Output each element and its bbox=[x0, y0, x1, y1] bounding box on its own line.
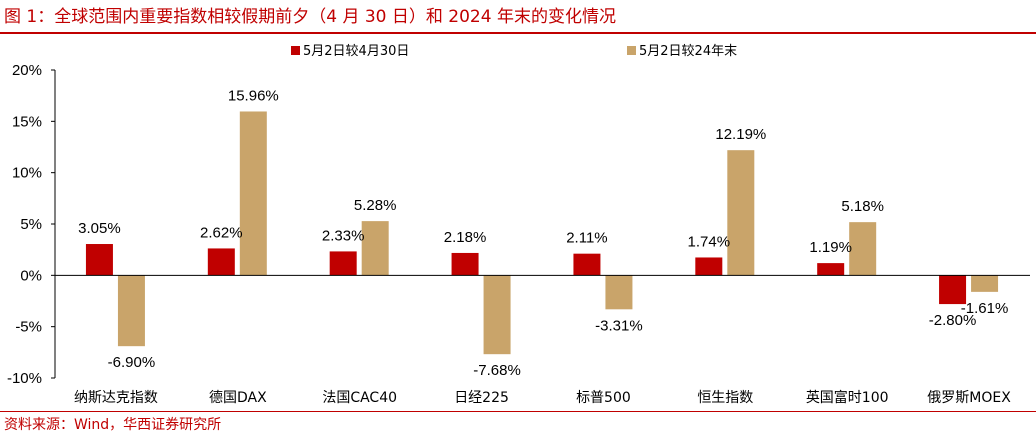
title-divider bbox=[0, 32, 1036, 34]
bar-s2-c7 bbox=[849, 222, 877, 276]
data-label-s1-c4: 2.18% bbox=[444, 229, 487, 246]
data-label-s1-c3: 2.33% bbox=[322, 227, 365, 244]
legend-swatch-1 bbox=[291, 46, 300, 55]
source-divider bbox=[0, 411, 1036, 412]
legend-label-1: 5月2日较4月30日 bbox=[303, 44, 409, 59]
data-label-s2-c4: -7.68% bbox=[473, 362, 521, 379]
bar-s1-c5 bbox=[573, 253, 601, 276]
bar-s1-c4 bbox=[451, 252, 479, 276]
bar-s1-c1 bbox=[85, 244, 113, 276]
value-labels: 3.05% 2.62% 2.33% 2.18% 2.11% 1.74% 1.19% -2.80… bbox=[78, 87, 1008, 379]
figure-title: 图 1：全球范围内重要指数相较假期前夕（4 月 30 日）和 2024 年末的变… bbox=[4, 7, 616, 27]
bar-s2-c3 bbox=[361, 221, 389, 276]
x-category-label: 恒生指数 bbox=[697, 390, 753, 406]
bar-s2-c6 bbox=[727, 150, 755, 276]
bar-s2-c5 bbox=[605, 275, 633, 310]
x-category-label: 纳斯达克指数 bbox=[74, 390, 158, 406]
bar-s2-c4 bbox=[483, 275, 511, 355]
x-category-label: 法国CAC40 bbox=[322, 390, 397, 406]
data-label-s2-c6: 12.19% bbox=[715, 126, 766, 143]
data-label-s1-c5: 2.11% bbox=[566, 230, 607, 247]
bar-s1-c2 bbox=[207, 248, 235, 276]
bar-group bbox=[85, 111, 999, 355]
y-tick-label: 15% bbox=[12, 113, 42, 130]
chart-axes: 20% 15% 10% 5% 0% -5% -10% 纳斯达克指数 德国DAX 法国CAC40 日经… bbox=[7, 62, 1030, 406]
data-label-s2-c1: -6.90% bbox=[108, 354, 156, 371]
y-tick-label: 5% bbox=[20, 216, 42, 233]
data-label-s1-c8: -2.80% bbox=[929, 312, 977, 329]
y-tick-label: -5% bbox=[15, 319, 42, 336]
y-tick-label: -10% bbox=[7, 370, 42, 387]
data-label-s1-c7: 1.19% bbox=[809, 239, 852, 256]
y-tick-label: 0% bbox=[20, 267, 42, 284]
x-category-label: 英国富时100 bbox=[806, 389, 889, 406]
data-label-s2-c2: 15.96% bbox=[228, 87, 279, 104]
bar-s2-c8 bbox=[971, 275, 999, 292]
bar-s2-c1 bbox=[117, 275, 145, 347]
legend-label-2: 5月2日较24年末 bbox=[639, 44, 737, 59]
data-label-s1-c1: 3.05% bbox=[78, 220, 121, 237]
bar-s1-c3 bbox=[329, 251, 357, 276]
y-tick-label: 20% bbox=[12, 62, 42, 79]
data-label-s2-c5: -3.31% bbox=[595, 317, 643, 334]
chart-legend: 5月2日较4月30日 5月2日较24年末 bbox=[291, 44, 737, 59]
data-label-s2-c3: 5.28% bbox=[354, 197, 397, 214]
bar-s1-c8 bbox=[939, 275, 967, 305]
bar-s2-c2 bbox=[239, 111, 267, 276]
legend-swatch-2 bbox=[627, 46, 636, 55]
bar-chart: 5月2日较4月30日 5月2日较24年末 20% 15% 10% 5% 0% -5% -10%… bbox=[7, 44, 1030, 406]
data-label-s2-c8: -1.61% bbox=[961, 300, 1009, 317]
source-note: 资料来源：Wind，华西证券研究所 bbox=[4, 417, 222, 433]
y-tick-label: 10% bbox=[12, 165, 42, 182]
data-label-s2-c7: 5.18% bbox=[841, 198, 884, 215]
bar-s1-c6 bbox=[695, 257, 723, 276]
bar-s1-c7 bbox=[817, 263, 845, 276]
x-category-label: 标普500 bbox=[576, 390, 631, 406]
data-label-s1-c2: 2.62% bbox=[200, 224, 243, 241]
x-category-label: 德国DAX bbox=[209, 390, 267, 406]
x-category-label: 日经225 bbox=[454, 390, 509, 406]
x-category-label: 俄罗斯MOEX bbox=[927, 390, 1011, 406]
data-label-s1-c6: 1.74% bbox=[688, 233, 731, 250]
